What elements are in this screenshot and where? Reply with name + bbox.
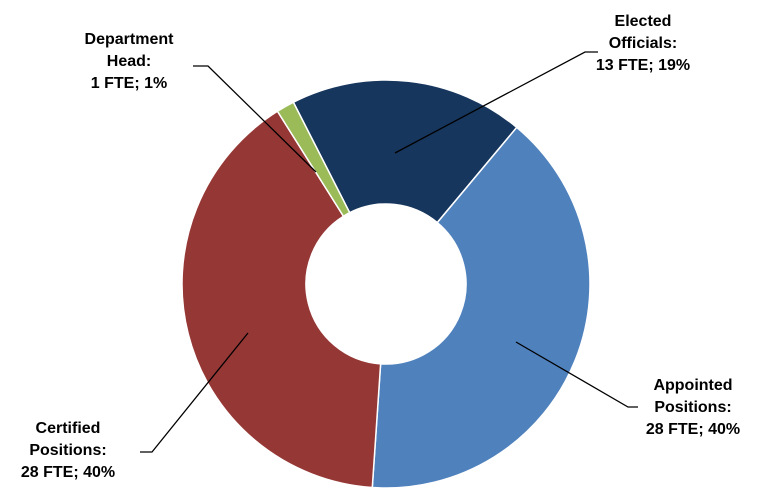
label-elected-officials-line-1: Elected xyxy=(615,13,672,30)
label-department-head-line-1: Department xyxy=(85,31,175,48)
label-department-head-line-2: Head: xyxy=(107,53,151,70)
label-certified-positions: Certified Positions: 28 FTE; 40% xyxy=(21,420,115,481)
leader-appointed-positions xyxy=(515,341,638,408)
leader-department-head xyxy=(193,65,317,173)
slice-department-head xyxy=(276,101,351,218)
label-elected-officials: Elected Officials: 13 FTE; 19% xyxy=(596,13,690,74)
label-appointed-positions-line-1: Appointed xyxy=(653,377,732,394)
label-certified-positions-line-2: Positions: xyxy=(29,442,106,459)
slice-appointed-positions xyxy=(371,126,591,489)
label-appointed-positions-line-3: 28 FTE; 40% xyxy=(646,421,740,438)
leader-elected-officials xyxy=(394,51,598,154)
label-department-head-line-3: 1 FTE; 1% xyxy=(91,75,167,92)
label-elected-officials-line-2: Officials: xyxy=(609,35,677,52)
label-elected-officials-line-3: 13 FTE; 19% xyxy=(596,57,690,74)
slice-certified-positions xyxy=(181,110,382,489)
label-certified-positions-line-3: 28 FTE; 40% xyxy=(21,464,115,481)
label-certified-positions-line-1: Certified xyxy=(36,420,101,437)
label-appointed-positions: Appointed Positions: 28 FTE; 40% xyxy=(646,377,740,438)
label-appointed-positions-line-2: Positions: xyxy=(654,399,731,416)
slice-elected-officials xyxy=(292,79,518,224)
leader-certified-positions xyxy=(140,332,249,453)
label-department-head: Department Head: 1 FTE; 1% xyxy=(85,31,175,92)
